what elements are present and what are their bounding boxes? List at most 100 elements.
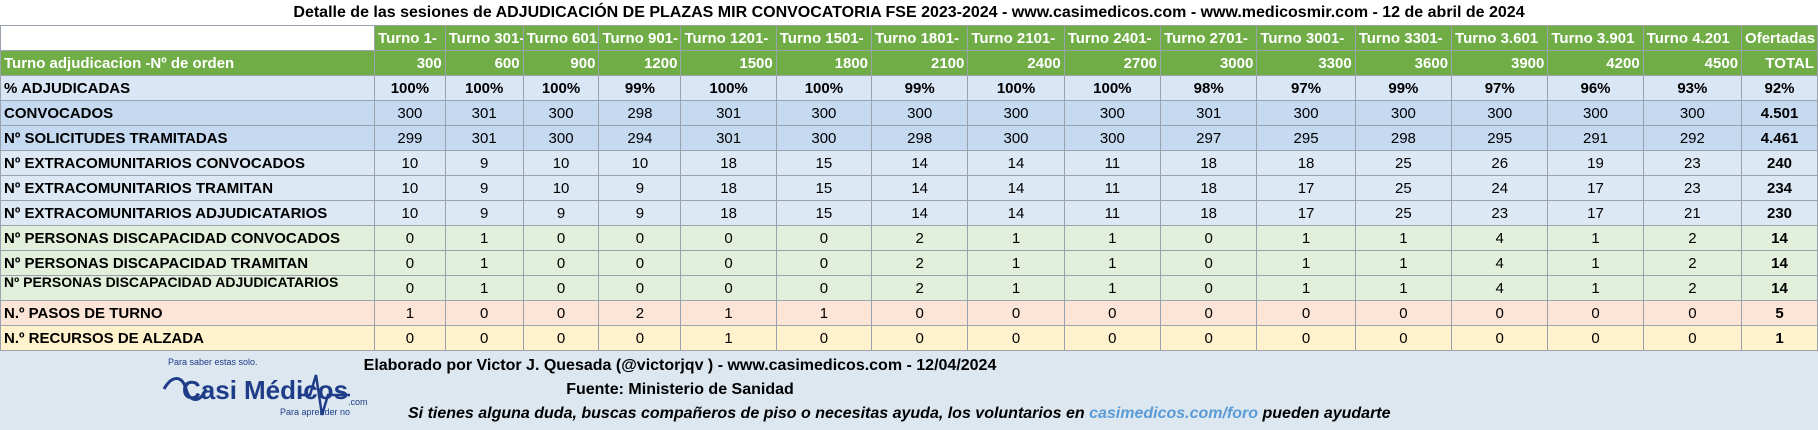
table-cell: 26 <box>1451 150 1549 176</box>
table-row: % ADJUDICADAS 100% 100% 100% 99% 100% 100% 99% 1… <box>0 75 1818 101</box>
table-cell: 11 <box>1063 175 1162 201</box>
table-cell: 0 <box>680 225 777 251</box>
table-cell: 300 <box>967 100 1065 126</box>
table-cell: 1 <box>967 225 1065 251</box>
table-cell: 0 <box>1063 325 1162 351</box>
header-order-end-2: 600 <box>444 50 524 76</box>
table-cell: 1 <box>1547 275 1644 301</box>
table-cell: 17 <box>1256 175 1356 201</box>
table-cell: 10 <box>374 175 446 201</box>
table-cell: 1 <box>1256 250 1356 276</box>
table-cell: 14 <box>967 175 1065 201</box>
table-cell: 1 <box>444 225 524 251</box>
table-cell: 14 <box>967 200 1065 226</box>
table-row: Nº EXTRACOMUNITARIOS TRAMITAN 10 9 10 9 18 15 1… <box>0 175 1818 201</box>
table-row: Nº PERSONAS DISCAPACIDAD ADJUDICATARIOS 0… <box>0 275 1818 301</box>
table-cell: 300 <box>871 100 969 126</box>
table-row: Nº PERSONAS DISCAPACIDAD TRAMITAN 0 1 0 0 0 0 2… <box>0 250 1818 276</box>
table-cell: 1 <box>1063 275 1162 301</box>
table-row: N.º RECURSOS DE ALZADA 0 0 0 0 1 0 0 0 0 0 0 0 0 0 0 1 <box>0 325 1818 351</box>
table-cell: 10 <box>598 150 682 176</box>
table-cell: 1 <box>444 250 524 276</box>
row-label: Nº PERSONAS DISCAPACIDAD ADJUDICATARIOS <box>0 275 376 301</box>
casimedicos-logo: Para saber estas solo. Casi Médicos .com… <box>160 355 410 425</box>
table-cell: 1 <box>1354 250 1453 276</box>
help-note: Si tienes alguna duda, buscas compañeros… <box>408 405 1391 423</box>
table-cell: 300 <box>1063 100 1162 126</box>
table-cell: 1 <box>967 275 1065 301</box>
row-total-cell: 230 <box>1741 200 1818 226</box>
table-cell: 0 <box>1354 325 1453 351</box>
table-cell: 300 <box>1547 100 1644 126</box>
table-cell: 2 <box>598 300 682 326</box>
svg-text:Para aprender no: Para aprender no <box>280 407 350 417</box>
table-cell: 0 <box>1160 300 1258 326</box>
table-cell: 25 <box>1354 150 1453 176</box>
table-cell: 301 <box>444 125 524 151</box>
table-cell: 298 <box>598 100 682 126</box>
row-label: N.º RECURSOS DE ALZADA <box>0 325 376 351</box>
table-cell: 1 <box>1547 250 1644 276</box>
table-cell: 298 <box>871 125 969 151</box>
header-row-label: Turno adjudicacion -Nº de orden <box>0 50 376 76</box>
table-cell: 99% <box>598 75 682 101</box>
table-cell: 24 <box>1451 175 1549 201</box>
table-cell: 0 <box>522 225 600 251</box>
header-order-end-3: 900 <box>522 50 600 76</box>
table-cell: 0 <box>1160 275 1258 301</box>
header-order-end-9: 2700 <box>1063 50 1162 76</box>
header-row-turnos: Turno 1- Turno 301- Turno 601- Turno 901- Tu… <box>0 25 1818 51</box>
table-cell: 0 <box>1451 300 1549 326</box>
table-cell: 96% <box>1547 75 1644 101</box>
table-cell: 100% <box>1063 75 1162 101</box>
table-cell: 15 <box>775 200 873 226</box>
table-cell: 2 <box>871 225 969 251</box>
table-row: CONVOCADOS 300 301 300 298 301 300 300 300 300 301… <box>0 100 1818 126</box>
table-cell: 0 <box>1547 300 1644 326</box>
table-cell: 1 <box>775 300 873 326</box>
header-order-end-14: 4200 <box>1547 50 1644 76</box>
table-cell: 21 <box>1642 200 1743 226</box>
table-row: Nº EXTRACOMUNITARIOS CONVOCADOS 10 9 10 10 18… <box>0 150 1818 176</box>
table-cell: 15 <box>775 175 873 201</box>
table-cell: 0 <box>444 300 524 326</box>
table-cell: 300 <box>1063 125 1162 151</box>
header-order-end-1: 300 <box>374 50 446 76</box>
table-cell: 300 <box>967 125 1065 151</box>
table-cell: 14 <box>871 175 969 201</box>
table-cell: 4 <box>1451 250 1549 276</box>
row-total-cell: 14 <box>1741 275 1818 301</box>
table-cell: 4 <box>1451 275 1549 301</box>
table-cell: 1 <box>1063 225 1162 251</box>
table-cell: 18 <box>1160 150 1258 176</box>
row-total-cell: 4.501 <box>1741 100 1818 126</box>
header-turno-7: Turno 1801- <box>871 25 969 51</box>
table-cell: 301 <box>680 100 777 126</box>
row-label: % ADJUDICADAS <box>0 75 376 101</box>
header-turno-3: Turno 601- <box>522 25 600 51</box>
row-label: Nº EXTRACOMUNITARIOS ADJUDICATARIOS <box>0 200 376 226</box>
footer: Para saber estas solo. Casi Médicos .com… <box>0 351 1818 427</box>
table-cell: 295 <box>1451 125 1549 151</box>
table-cell: 1 <box>444 275 524 301</box>
header-order-end-8: 2400 <box>967 50 1065 76</box>
row-label: Nº PERSONAS DISCAPACIDAD CONVOCADOS <box>0 225 376 251</box>
header-turno-13: Turno 3.601 <box>1451 25 1549 51</box>
table-cell: 0 <box>374 250 446 276</box>
table-cell: 1 <box>1354 275 1453 301</box>
table-cell: 0 <box>1547 325 1644 351</box>
table-cell: 0 <box>522 250 600 276</box>
header-order-end-12: 3600 <box>1354 50 1453 76</box>
table-cell: 2 <box>871 250 969 276</box>
table-cell: 23 <box>1642 175 1743 201</box>
table-cell: 17 <box>1547 200 1644 226</box>
row-total-cell: 4.461 <box>1741 125 1818 151</box>
forum-link[interactable]: casimedicos.com/foro <box>1089 405 1259 422</box>
table-cell: 1 <box>1063 250 1162 276</box>
header-turno-1: Turno 1- <box>374 25 446 51</box>
table-cell: 2 <box>871 275 969 301</box>
table-cell: 300 <box>775 125 873 151</box>
table-cell: 295 <box>1256 125 1356 151</box>
adjudication-table: Turno 1- Turno 301- Turno 601- Turno 901- Tu… <box>0 25 1818 351</box>
